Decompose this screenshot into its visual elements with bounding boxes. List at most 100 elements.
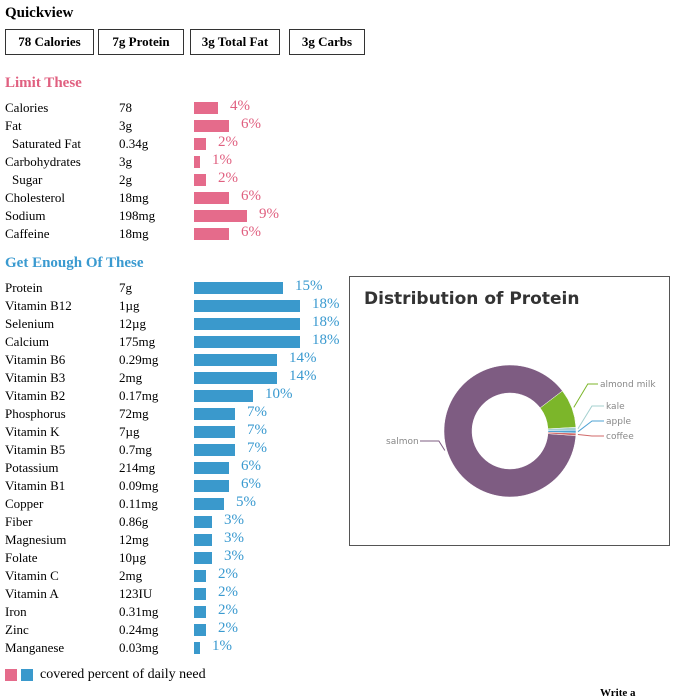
percent-bar [194,624,206,636]
nutrient-row: Vitamin B6 0.29mg 14% [0,350,345,369]
percent-bar [194,534,212,546]
percent-bar [194,390,253,402]
nutrient-name: Potassium [5,460,59,475]
nutrient-amount: 0.31mg [119,604,159,619]
nutrient-amount: 175mg [119,334,156,349]
nutrient-name: Calcium [5,334,50,349]
nutrient-row: Vitamin B3 2mg 14% [0,368,345,387]
nutrient-amount: 18mg [119,226,149,241]
nutrient-amount: 18mg [119,190,149,205]
quickview-item: 78 Calories [5,29,94,55]
quickview-item: 3g Carbs [289,29,365,55]
donut-chart-svg: salmon almond milk kale apple coffee [386,364,656,498]
nutrient-amount: 7µg [119,424,140,439]
nutrient-amount: 7g [119,280,132,295]
nutrient-name: Zinc [5,622,29,637]
nutrient-amount: 214mg [119,460,156,475]
percent-bar [194,120,229,132]
donut-leader-line [573,383,598,408]
nutrient-name: Vitamin B3 [5,370,66,385]
percent-bar [194,426,235,438]
nutrient-name: Magnesium [5,532,67,547]
footer-partial-text: Write a [600,687,636,699]
nutrient-row: Vitamin B5 0.7mg 7% [0,440,345,459]
percent-bar [194,570,206,582]
percent-label: 18% [312,296,340,312]
percent-label: 4% [230,98,250,114]
percent-label: 9% [259,206,279,222]
donut-leader-line [577,433,604,437]
nutrient-name: Iron [5,604,27,619]
percent-bar [194,156,200,168]
nutrient-amount: 0.11mg [119,496,158,511]
percent-label: 7% [247,440,267,456]
percent-bar [194,408,235,420]
nutrient-amount: 12µg [119,316,146,331]
nutrient-row: Phosphorus 72mg 7% [0,404,345,423]
nutrient-amount: 0.34g [119,136,149,151]
nutrient-row: Fiber 0.86g 3% [0,512,345,531]
nutrient-row: Potassium 214mg 6% [0,458,345,477]
nutrient-amount: 72mg [119,406,149,421]
percent-label: 2% [218,584,238,600]
percent-bar [194,228,229,240]
nutrient-row: Fat 3g 6% [0,116,345,135]
percent-label: 7% [247,404,267,420]
donut-slice-salmon [443,364,577,498]
legend-swatch-enough [21,669,33,681]
nutrient-name: Saturated Fat [12,136,81,151]
nutrient-row: Manganese 0.03mg 1% [0,638,345,657]
nutrient-name: Selenium [5,316,55,331]
percent-bar [194,336,300,348]
nutrient-name: Vitamin B6 [5,352,66,367]
nutrient-row: Vitamin B12 1µg 18% [0,296,345,315]
nutrient-name: Phosphorus [5,406,66,421]
percent-bar [194,588,206,600]
percent-bar [194,516,212,528]
nutrient-row: Zinc 0.24mg 2% [0,620,345,639]
nutrient-name: Manganese [5,640,65,655]
percent-label: 15% [295,278,323,294]
nutrient-row: Calcium 175mg 18% [0,332,345,351]
nutrient-name: Fat [5,118,22,133]
nutrient-amount: 2mg [119,370,143,385]
percent-label: 7% [247,422,267,438]
percent-label: 1% [212,638,232,654]
percent-bar [194,606,206,618]
nutrient-row: Iron 0.31mg 2% [0,602,345,621]
percent-label: 2% [218,620,238,636]
nutrient-amount: 0.24mg [119,622,159,637]
nutrient-row: Sugar 2g 2% [0,170,345,189]
chart-title: Distribution of Protein [364,289,580,309]
donut-label: salmon [386,437,419,447]
donut-slice-coffee [547,431,577,436]
percent-bar [194,174,206,186]
percent-label: 2% [218,602,238,618]
percent-bar [194,282,283,294]
nutrient-row: Caffeine 18mg 6% [0,224,345,243]
nutrient-name: Vitamin K [5,424,60,439]
percent-label: 14% [289,368,317,384]
nutrient-row: Vitamin B2 0.17mg 10% [0,386,345,405]
nutrient-amount: 0.17mg [119,388,159,403]
percent-label: 6% [241,116,261,132]
nutrient-name: Folate [5,550,38,565]
nutrient-amount: 1µg [119,298,140,313]
percent-bar [194,444,235,456]
nutrient-amount: 3g [119,154,132,169]
quickview-item: 3g Total Fat [190,29,280,55]
percent-label: 14% [289,350,317,366]
legend-swatch-limit [5,669,17,681]
nutrient-row: Vitamin B1 0.09mg 6% [0,476,345,495]
percent-label: 2% [218,134,238,150]
donut-label: apple [606,417,631,427]
nutrient-name: Vitamin B2 [5,388,66,403]
donut-leader-line [420,440,446,451]
percent-bar [194,642,200,654]
nutrient-amount: 10µg [119,550,146,565]
get-enough-heading: Get Enough Of These [5,255,144,271]
nutrient-amount: 0.29mg [119,352,159,367]
nutrient-name: Fiber [5,514,33,529]
nutrient-amount: 2mg [119,568,143,583]
percent-bar [194,138,206,150]
